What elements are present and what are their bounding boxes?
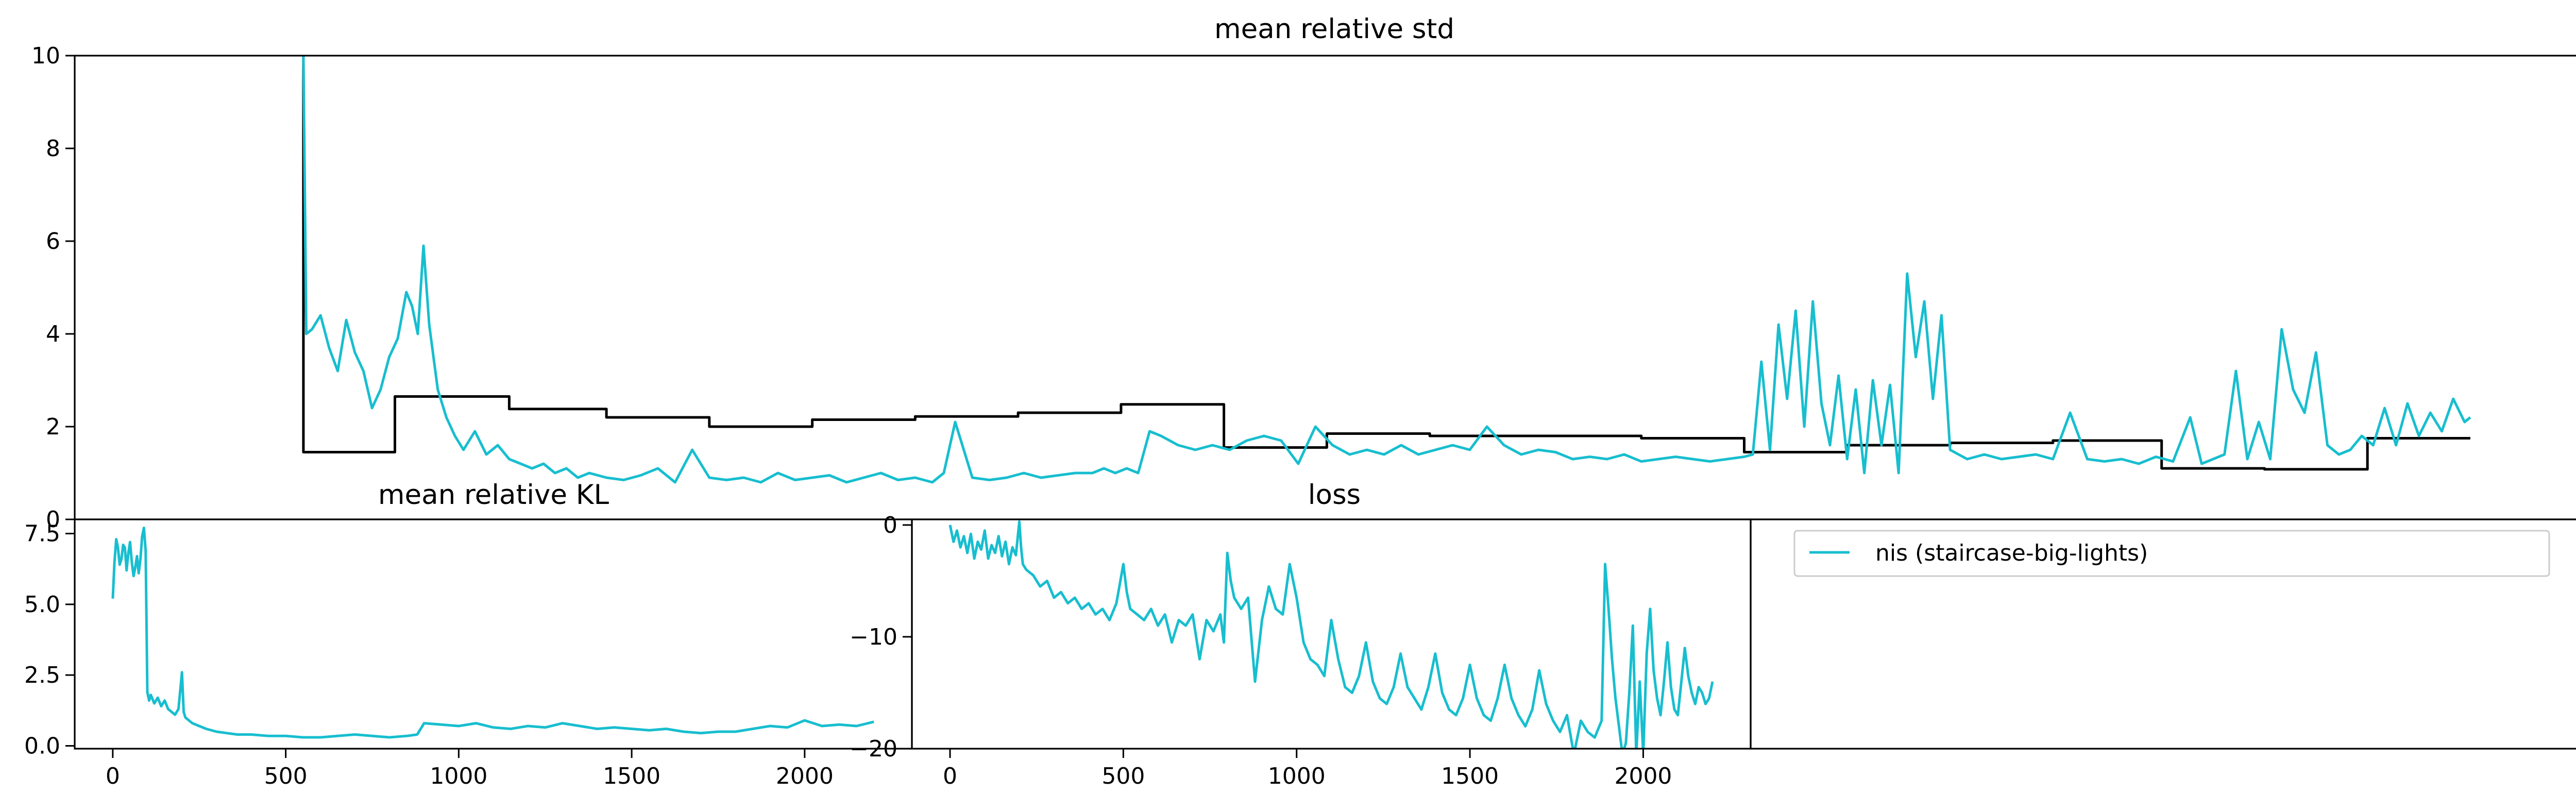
x-ticks-loss: 0 500 1000 1500 2000 (943, 749, 1672, 789)
x-tick-label-loss-2: 1000 (1268, 763, 1326, 789)
y-tick-label-std-3: 6 (46, 228, 60, 255)
plot-area-std (302, 56, 2471, 484)
plot-area-kl (111, 527, 874, 739)
x-tick-label-kl-4: 2000 (776, 763, 834, 789)
y-tick-label-kl-2: 5.0 (24, 592, 60, 618)
y-ticks-loss: −20 −10 0 (850, 512, 912, 762)
y-tick-label-kl-1: 2.5 (24, 662, 60, 688)
y-tick-label-std-4: 8 (46, 136, 60, 162)
y-tick-label-std-1: 2 (46, 414, 60, 440)
x-tick-label-kl-1: 500 (264, 763, 308, 789)
x-tick-label-loss-4: 2000 (1614, 763, 1672, 789)
x-tick-label-loss-1: 500 (1101, 763, 1145, 789)
y-tick-label-std-0: 0 (46, 507, 60, 533)
legend-box (1793, 530, 2550, 577)
series-line-loss-0 (948, 520, 1714, 749)
y-tick-label-kl-0: 0.0 (24, 733, 60, 760)
x-tick-label-kl-0: 0 (106, 763, 120, 789)
y-ticks-std: 0 2 4 6 8 10 (31, 43, 75, 533)
y-tick-label-loss-2: 0 (883, 512, 897, 538)
plot-area-loss (948, 520, 1714, 749)
series-line-std-1 (302, 56, 2471, 484)
x-ticks-kl: 0 500 1000 1500 2000 (106, 749, 834, 789)
legend-label-nis: nis (staircase-big-lights) (1875, 540, 2148, 566)
y-tick-label-std-5: 10 (31, 43, 60, 69)
y-tick-label-loss-1: −10 (850, 624, 897, 650)
x-tick-label-kl-3: 1500 (603, 763, 660, 789)
panel-mean-relative-std: mean relative std 0 2 4 6 8 10 (31, 13, 2576, 533)
axes-frame-legend (1750, 518, 2576, 750)
panel-legend: nis (staircase-big-lights) (1750, 518, 2576, 750)
panel-loss: −20 −10 0 0 500 1000 1500 2000 loss (850, 479, 1752, 789)
x-tick-label-loss-3: 1500 (1441, 763, 1499, 789)
panel-title-loss: loss (1308, 479, 1361, 511)
x-tick-label-loss-0: 0 (943, 763, 957, 789)
y-tick-label-std-2: 4 (46, 321, 60, 347)
panel-mean-relative-kl: 0.0 2.5 5.0 7.5 0 500 1000 1500 2000 mean relat… (24, 479, 913, 789)
panel-title-std: mean relative std (1214, 13, 1454, 45)
series-line-kl-0 (111, 527, 874, 739)
y-tick-label-loss-0: −20 (850, 736, 897, 762)
y-tick-label-kl-3: 7.5 (24, 520, 60, 547)
x-tick-label-kl-2: 1000 (430, 763, 487, 789)
y-ticks-kl: 0.0 2.5 5.0 7.5 (24, 520, 75, 760)
panel-title-kl: mean relative KL (378, 479, 609, 511)
